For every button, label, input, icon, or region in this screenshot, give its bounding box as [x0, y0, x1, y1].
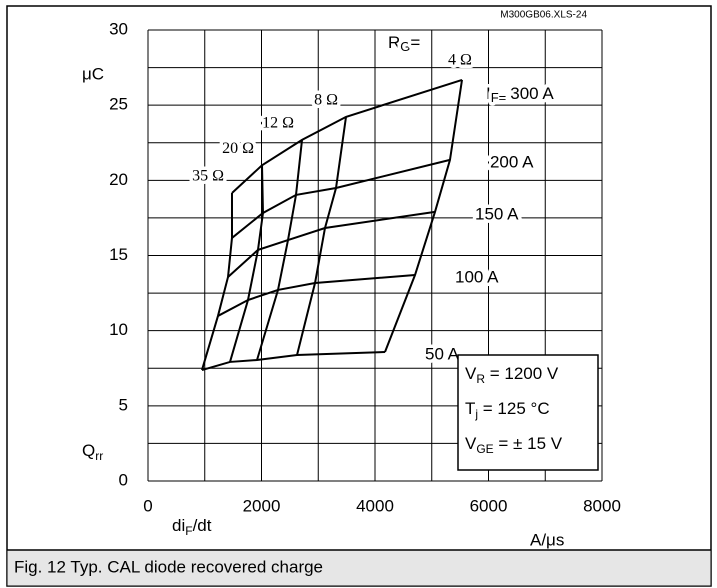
x-label-main: di — [172, 516, 185, 535]
y-tick-label: 0 — [119, 470, 128, 489]
rg-curve — [201, 192, 233, 371]
rg-label: 4 Ω — [448, 52, 472, 69]
rg-title: RG= — [388, 33, 420, 54]
x-tick-label: 0 — [143, 496, 152, 515]
y-label-main: Q — [82, 441, 95, 460]
x-unit: A/μs — [530, 530, 564, 549]
y-label: Qrr — [82, 441, 103, 463]
condition-sub: j — [474, 407, 478, 421]
x-label: diF/dt — [172, 516, 212, 538]
condition-main: T — [465, 399, 475, 418]
rg-title-sub: G — [400, 39, 410, 54]
x-tick-label: 8000 — [583, 496, 621, 515]
condition: Tj = 125 °C — [465, 399, 550, 421]
series-label: 50 A — [425, 344, 460, 363]
if-label: IF= 300 A — [486, 84, 554, 105]
condition-sub: R — [476, 372, 485, 386]
x-label-suffix: /dt — [193, 516, 212, 535]
condition-main: V — [465, 364, 477, 383]
condition-main: V — [465, 434, 477, 453]
file-id: M300GB06.XLS-24 — [500, 10, 587, 21]
caption-band — [7, 550, 711, 586]
x-tick-label: 4000 — [356, 496, 394, 515]
rg-label: 35 Ω — [192, 168, 224, 185]
y-tick-label: 10 — [109, 320, 128, 339]
caption: Fig. 12 Typ. CAL diode recovered charge — [14, 557, 323, 576]
x-label-sub: F — [185, 524, 192, 538]
y-tick-label: 30 — [109, 19, 128, 38]
y-unit: μC — [82, 64, 104, 83]
frame — [6, 5, 712, 587]
condition-rest: = ± 15 V — [494, 434, 563, 453]
if-symbol-sub: F= — [491, 90, 507, 105]
rg-label: 8 Ω — [314, 92, 338, 109]
condition: VR = 1200 V — [465, 364, 559, 386]
condition: VGE = ± 15 V — [465, 434, 563, 456]
y-tick-label: 25 — [109, 95, 128, 114]
y-tick-label: 15 — [109, 245, 128, 264]
x-tick-label: 2000 — [243, 496, 281, 515]
rg-curve — [384, 79, 463, 353]
rg-curve — [256, 139, 304, 361]
rg-title-suffix: = — [410, 33, 420, 52]
condition-sub: GE — [476, 442, 493, 456]
plot: 0 2000 4000 6000 8000 0 5 10 15 20 25 30 50 A 100 A 15… — [109, 19, 621, 515]
rg-curve — [229, 165, 264, 363]
series-label: 100 A — [455, 268, 499, 287]
y-label-sub: rr — [95, 449, 103, 463]
rg-label: 20 Ω — [222, 140, 254, 157]
if-symbol: I — [486, 84, 491, 103]
condition-rest: = 125 °C — [478, 399, 550, 418]
x-tick-label: 6000 — [470, 496, 508, 515]
y-tick-label: 20 — [109, 170, 128, 189]
y-tick-label: 5 — [119, 395, 128, 414]
condition-rest: = 1200 V — [485, 364, 559, 383]
rg-title-main: R — [388, 33, 400, 52]
series-label: 200 A — [490, 152, 534, 171]
series-label: 150 A — [475, 204, 519, 223]
rg-curve — [296, 116, 347, 356]
conditions-box — [457, 354, 599, 471]
rg-label: 12 Ω — [262, 115, 294, 132]
series-label: 300 A — [510, 84, 554, 103]
